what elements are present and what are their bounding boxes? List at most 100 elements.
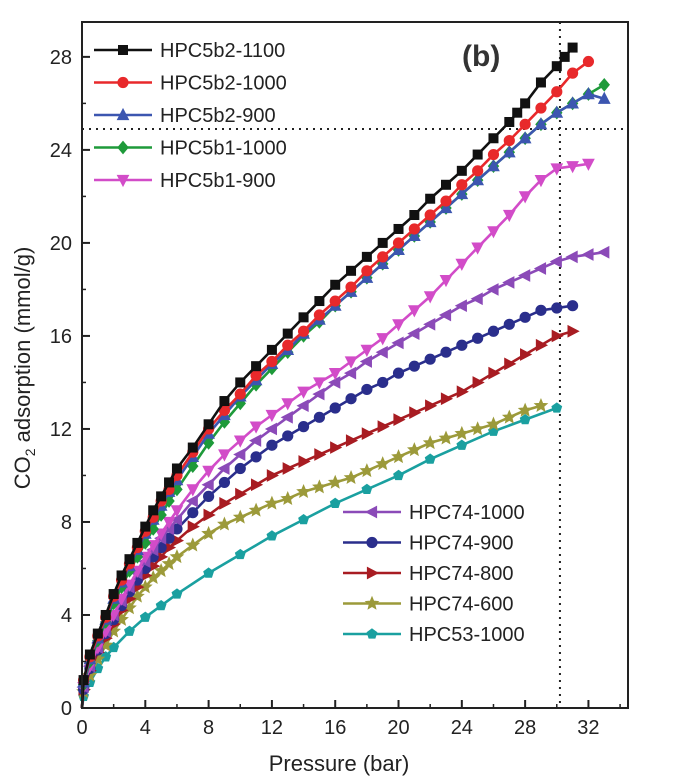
data-point-hpc74-900 — [266, 439, 278, 451]
x-tick-label: 0 — [76, 717, 87, 739]
legend-label-hpc5b2-900: HPC5b2-900 — [160, 105, 276, 127]
data-point-hpc74-900 — [472, 332, 484, 344]
data-point-hpc74-600 — [137, 579, 153, 594]
data-point-hpc5b2-900 — [566, 96, 579, 109]
data-point-hpc74-1000 — [438, 308, 452, 322]
data-point-hpc74-600 — [232, 509, 248, 524]
data-point-hpc5b1-900 — [376, 333, 390, 346]
data-point-hpc74-900 — [487, 325, 500, 337]
y-axis-title-main: CO — [10, 456, 35, 489]
data-point-hpc53-1000 — [124, 625, 135, 636]
data-point-hpc5b2-1100 — [456, 165, 467, 176]
data-point-hpc5b2-1100 — [472, 149, 483, 160]
x-tick-label: 32 — [577, 717, 599, 739]
data-point-hpc74-800 — [472, 376, 485, 389]
data-point-hpc74-1000 — [533, 262, 547, 275]
data-point-hpc5b2-1100 — [504, 116, 515, 127]
data-point-hpc5b2-1000 — [282, 339, 294, 351]
data-point-hpc5b2-1000 — [313, 309, 325, 321]
data-point-hpc74-900 — [503, 318, 515, 330]
data-point-hpc5b1-900 — [281, 398, 295, 411]
legend-marker-hpc74-800 — [366, 566, 380, 580]
legend-layer: HPC5b2-1100 HPC5b2-1000 HPC5b2-900 HPC5b1-1… — [94, 40, 525, 646]
data-point-hpc5b2-1000 — [329, 295, 341, 307]
data-point-hpc5b2-900 — [550, 105, 564, 118]
data-point-hpc74-800 — [440, 392, 454, 406]
data-point-hpc74-1000 — [486, 283, 499, 296]
data-point-hpc74-900 — [187, 507, 199, 519]
data-point-hpc5b1-900 — [202, 465, 215, 478]
data-point-hpc74-800 — [219, 497, 232, 510]
data-point-hpc5b2-900 — [518, 131, 532, 144]
data-point-hpc5b1-900 — [360, 344, 374, 357]
data-point-hpc5b2-1000 — [361, 265, 373, 277]
data-point-hpc5b2-900 — [582, 87, 595, 100]
data-point-hpc74-600 — [375, 456, 391, 471]
data-point-hpc53-1000 — [266, 530, 278, 541]
data-point-hpc5b2-1100 — [282, 328, 293, 339]
data-point-hpc74-1000 — [581, 248, 594, 261]
data-point-hpc5b2-900 — [502, 145, 516, 158]
data-point-hpc5b1-900 — [566, 161, 579, 174]
data-point-hpc74-800 — [551, 329, 564, 343]
data-point-hpc74-900 — [345, 393, 357, 405]
data-point-hpc5b2-1100 — [164, 477, 175, 488]
data-point-hpc5b2-1100 — [132, 537, 143, 548]
data-point-hpc5b2-1100 — [346, 265, 357, 276]
data-point-hpc74-900 — [535, 304, 547, 316]
y-tick-label: 12 — [50, 419, 72, 441]
legend-marker-hpc5b2-900 — [116, 107, 130, 121]
y-axis-title: CO2 adsorption (mmol/g) — [10, 247, 38, 490]
data-point-hpc5b2-1100 — [84, 649, 95, 660]
data-point-hpc5b2-1100 — [251, 361, 262, 372]
data-point-hpc74-1000 — [549, 255, 562, 268]
data-point-hpc74-600 — [501, 409, 517, 424]
y-tick-label: 8 — [61, 512, 72, 534]
data-point-hpc74-1000 — [423, 317, 436, 331]
legend-label-hpc74-900: HPC74-900 — [409, 533, 514, 555]
data-point-hpc5b2-1100 — [187, 442, 198, 453]
data-point-hpc5b1-900 — [249, 421, 263, 434]
data-point-hpc53-1000 — [456, 439, 468, 450]
data-point-hpc74-600 — [486, 416, 501, 431]
axes-layer: 0 4 8 12 16 20 24 28 32 0 4 8 12 16 20 24 28 — [50, 47, 621, 739]
data-point-hpc74-600 — [359, 463, 375, 478]
data-point-hpc5b1-900 — [313, 377, 326, 390]
data-point-hpc5b1-900 — [471, 242, 485, 255]
data-point-hpc5b2-1000 — [487, 148, 500, 161]
data-point-hpc5b1-900 — [518, 191, 532, 204]
data-point-hpc74-600 — [280, 490, 296, 505]
data-point-hpc5b2-1000 — [456, 179, 468, 191]
data-point-hpc5b2-900 — [534, 117, 548, 130]
data-point-hpc5b1-900 — [297, 386, 310, 399]
data-point-hpc5b2-1000 — [551, 86, 563, 98]
y-axis-title-rest: adsorption (mmol/g) — [10, 247, 35, 449]
data-point-hpc5b2-1100 — [393, 223, 404, 234]
data-point-hpc74-900 — [377, 376, 389, 389]
data-point-hpc74-600 — [517, 402, 533, 417]
legend-marker-hpc74-900 — [366, 536, 378, 549]
data-point-hpc5b2-1000 — [567, 67, 579, 79]
data-point-hpc5b2-1000 — [377, 251, 389, 263]
data-point-hpc5b2-1000 — [440, 195, 452, 207]
data-point-hpc74-900 — [297, 421, 310, 433]
data-point-hpc5b1-900 — [534, 175, 548, 188]
data-point-hpc5b1-900 — [550, 163, 564, 176]
series-hpc5b2-1100 — [78, 42, 578, 709]
data-point-hpc5b2-1100 — [567, 42, 578, 53]
legend-bottom-right: HPC74-1000 HPC74-900 HPC74-800 HPC74-600 HPC… — [343, 502, 525, 646]
data-point-hpc5b2-1000 — [503, 134, 515, 147]
data-point-hpc5b2-900 — [455, 187, 469, 200]
legend-marker-hpc5b1-900 — [116, 174, 130, 188]
data-point-hpc74-900 — [329, 402, 341, 414]
x-tick-label: 4 — [140, 717, 151, 739]
x-tick-label: 28 — [514, 717, 536, 739]
data-point-hpc53-1000 — [519, 413, 531, 425]
data-point-hpc5b2-1100 — [116, 570, 127, 581]
data-point-hpc5b2-1000 — [250, 369, 262, 382]
data-point-hpc74-1000 — [454, 299, 467, 313]
data-point-hpc74-1000 — [565, 250, 578, 264]
data-point-hpc5b2-1100 — [203, 419, 214, 430]
data-point-hpc74-1000 — [502, 276, 515, 289]
data-point-hpc5b2-1000 — [424, 209, 436, 221]
